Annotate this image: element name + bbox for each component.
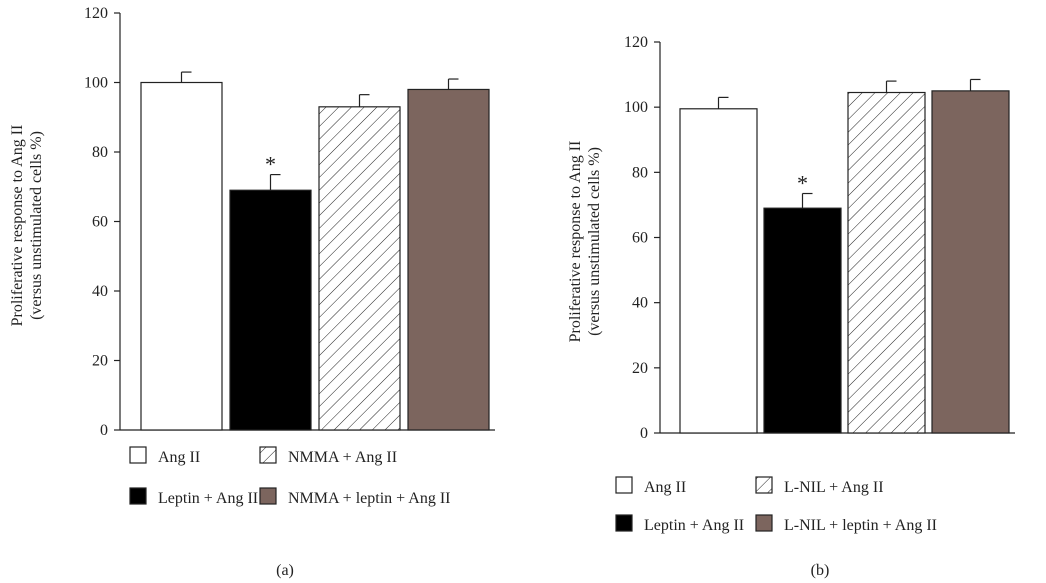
y-tick-label: 100 (84, 75, 108, 92)
chart-panel-b: 0 20 40 60 80 100 120 Proliferative response to… (567, 34, 1015, 579)
legend-label: L-NIL + Ang II (784, 479, 884, 496)
bar (140, 81, 223, 431)
y-tick-label: 100 (624, 99, 648, 116)
significance-marker: * (265, 152, 276, 177)
legend-label: Leptin + Ang II (644, 517, 744, 534)
y-tick-label: 20 (92, 353, 108, 370)
y-tick-label: 20 (632, 360, 648, 377)
legend-label: Ang II (644, 479, 686, 496)
legend-swatch (615, 514, 633, 532)
legend-swatch (129, 487, 147, 505)
bar (847, 91, 926, 434)
y-tick-label: 0 (100, 422, 108, 439)
bar (318, 106, 401, 431)
legend-label: NMMA + Ang II (288, 449, 397, 466)
legend-swatch (615, 476, 633, 494)
y-axis-title: Proliferative response to Ang II (567, 141, 584, 343)
legend-label: L-NIL + leptin + Ang II (784, 517, 937, 534)
legend-swatch (755, 514, 773, 532)
legend-swatch (129, 446, 147, 464)
panel-label: (a) (276, 562, 294, 579)
legend-swatch (755, 476, 773, 494)
panel-label: (b) (811, 562, 830, 579)
y-tick-label: 120 (84, 5, 108, 22)
y-tick-label: 80 (632, 164, 648, 181)
y-axis-subtitle: (versus unstimulated cells %) (586, 147, 603, 336)
bar (679, 108, 758, 434)
significance-marker: * (797, 171, 808, 196)
y-tick-label: 60 (632, 230, 648, 247)
bar (229, 189, 312, 431)
legend-label: NMMA + leptin + Ang II (288, 490, 451, 507)
chart-panel-a: 0 20 40 60 80 100 120 Proliferative response to… (9, 5, 495, 579)
y-tick-label: 40 (92, 283, 108, 300)
bar (763, 207, 842, 434)
y-tick-label: 40 (632, 295, 648, 312)
legend-swatch (259, 487, 277, 505)
y-axis-title: Proliferative response to Ang II (9, 125, 26, 327)
legend-label: Leptin + Ang II (158, 490, 258, 507)
y-tick-label: 80 (92, 144, 108, 161)
bar (407, 88, 490, 431)
y-tick-label: 60 (92, 214, 108, 231)
legend-label: Ang II (158, 449, 200, 466)
y-axis-subtitle: (versus unstimulated cells %) (28, 131, 45, 320)
bar (931, 90, 1010, 434)
y-tick-label: 120 (624, 34, 648, 51)
legend-swatch (259, 446, 277, 464)
y-tick-label: 0 (640, 425, 648, 442)
